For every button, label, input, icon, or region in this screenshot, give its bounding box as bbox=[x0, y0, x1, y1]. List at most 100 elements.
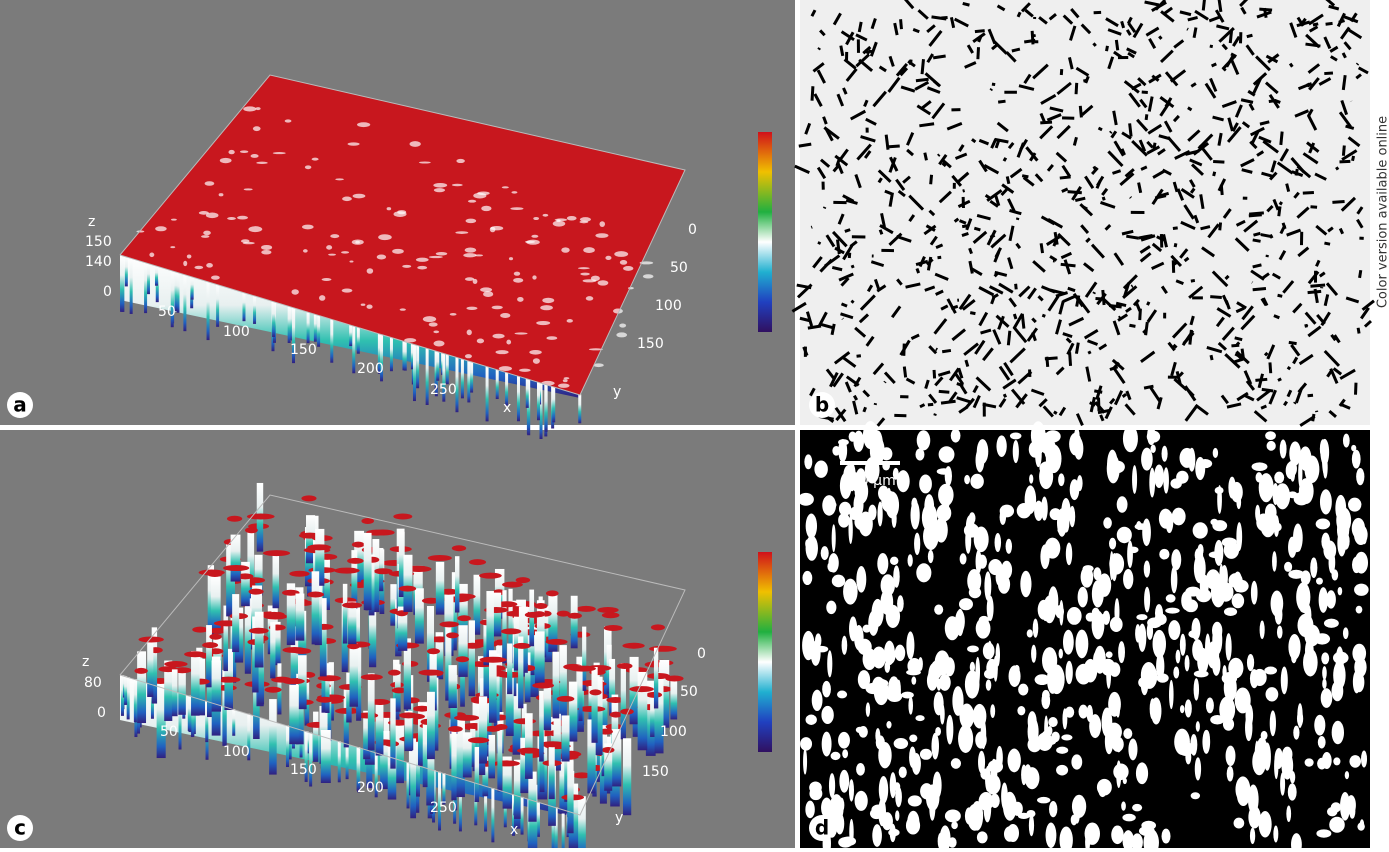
network-strand bbox=[845, 230, 850, 232]
network-strand bbox=[1253, 240, 1261, 241]
x-tick-label: 250 bbox=[430, 382, 457, 398]
network-strand bbox=[1142, 92, 1148, 93]
spike bbox=[309, 733, 312, 787]
surface-column bbox=[231, 535, 241, 582]
tissue-blob bbox=[849, 779, 854, 802]
surface-detail bbox=[211, 276, 220, 280]
tissue-blob bbox=[990, 794, 1000, 808]
network-strand bbox=[1220, 222, 1221, 230]
tissue-blob bbox=[1176, 650, 1181, 664]
network-strand bbox=[1281, 132, 1282, 145]
network-strand bbox=[931, 175, 932, 184]
surface-detail bbox=[598, 280, 609, 285]
network-strand bbox=[1313, 414, 1314, 421]
tissue-blob bbox=[1361, 750, 1367, 767]
network-strand bbox=[1219, 0, 1221, 12]
tissue-blob bbox=[1245, 792, 1257, 799]
x-tick-label: 100 bbox=[223, 744, 250, 760]
network-strand bbox=[1294, 402, 1295, 403]
surface-detail bbox=[561, 247, 569, 252]
tissue-blob bbox=[1318, 736, 1326, 749]
tissue-blob bbox=[1253, 669, 1267, 686]
tissue-blob bbox=[920, 749, 932, 760]
spike bbox=[317, 315, 320, 347]
spike bbox=[232, 709, 235, 736]
tissue-blob bbox=[1337, 530, 1346, 557]
spike bbox=[338, 741, 341, 782]
y-tick-label: 150 bbox=[642, 764, 669, 780]
tissue-blob bbox=[1048, 717, 1057, 727]
network-strand bbox=[970, 248, 972, 253]
tissue-blob bbox=[1154, 614, 1166, 626]
surface-detail bbox=[261, 250, 271, 255]
tissue-blob bbox=[988, 559, 1002, 575]
spike bbox=[545, 384, 548, 432]
tissue-blob bbox=[1132, 465, 1137, 494]
surface-detail bbox=[509, 257, 513, 260]
surface-column bbox=[502, 590, 506, 663]
tissue-blob bbox=[1106, 651, 1113, 658]
spike bbox=[216, 284, 219, 327]
surface-detail bbox=[643, 274, 654, 278]
surface-cap bbox=[493, 760, 520, 766]
tissue-blob bbox=[1147, 622, 1153, 640]
tissue-blob bbox=[920, 783, 933, 799]
surface-cap bbox=[439, 621, 458, 627]
x-tick-label: 200 bbox=[357, 780, 384, 796]
network-strand bbox=[1270, 235, 1272, 238]
tissue-blob bbox=[1223, 718, 1234, 731]
surface-detail bbox=[583, 247, 595, 253]
tissue-blob bbox=[1256, 513, 1271, 531]
surface-detail bbox=[450, 313, 457, 316]
tissue-blob bbox=[1222, 537, 1237, 547]
surface-cap bbox=[164, 661, 187, 667]
surface-detail bbox=[417, 266, 427, 270]
surface-detail bbox=[194, 266, 203, 270]
tissue-blob bbox=[1027, 629, 1033, 637]
spike bbox=[426, 348, 429, 405]
surface-cap bbox=[428, 555, 452, 561]
network-strand bbox=[1261, 406, 1266, 408]
surface-detail bbox=[495, 350, 508, 354]
z-tick-label: 150 bbox=[85, 234, 112, 250]
tissue-blob bbox=[842, 636, 848, 655]
surface-detail bbox=[302, 225, 314, 230]
network-strand bbox=[799, 144, 811, 146]
surface-cap bbox=[546, 590, 559, 596]
x-tick-label: 0 bbox=[97, 705, 106, 721]
tissue-blob bbox=[908, 696, 913, 714]
tissue-blob bbox=[856, 763, 865, 776]
tissue-blob bbox=[1058, 473, 1064, 486]
tissue-blob bbox=[881, 574, 895, 596]
tissue-blob bbox=[894, 738, 908, 749]
network-strand bbox=[1093, 43, 1095, 46]
network-strand bbox=[1187, 29, 1188, 30]
tissue-blob bbox=[1110, 617, 1123, 632]
tissue-blob bbox=[908, 795, 922, 806]
surface-column bbox=[475, 747, 479, 802]
tissue-blob bbox=[831, 752, 841, 760]
network-strand bbox=[974, 228, 980, 230]
network-strand bbox=[1287, 184, 1289, 192]
tissue-blob bbox=[1290, 771, 1295, 784]
tissue-blob bbox=[1323, 541, 1336, 560]
tissue-blob bbox=[1288, 783, 1297, 800]
surface-detail bbox=[499, 366, 512, 371]
network-strand bbox=[966, 360, 968, 367]
spike bbox=[207, 281, 210, 340]
tissue-blob bbox=[1103, 517, 1112, 528]
tissue-blob bbox=[839, 770, 849, 793]
tissue-blob bbox=[1226, 746, 1236, 766]
network-strand bbox=[970, 313, 975, 314]
tissue-blob bbox=[1280, 439, 1287, 458]
tissue-blob bbox=[1082, 565, 1093, 572]
tissue-blob bbox=[1320, 439, 1329, 466]
surface-detail bbox=[366, 305, 372, 309]
network-strand bbox=[1214, 172, 1215, 176]
tissue-blob bbox=[1212, 625, 1222, 655]
tissue-blob bbox=[1195, 457, 1205, 480]
tissue-blob bbox=[872, 824, 882, 847]
network-strand bbox=[1211, 45, 1212, 48]
tissue-blob bbox=[1026, 810, 1035, 817]
network-strand bbox=[864, 407, 866, 412]
